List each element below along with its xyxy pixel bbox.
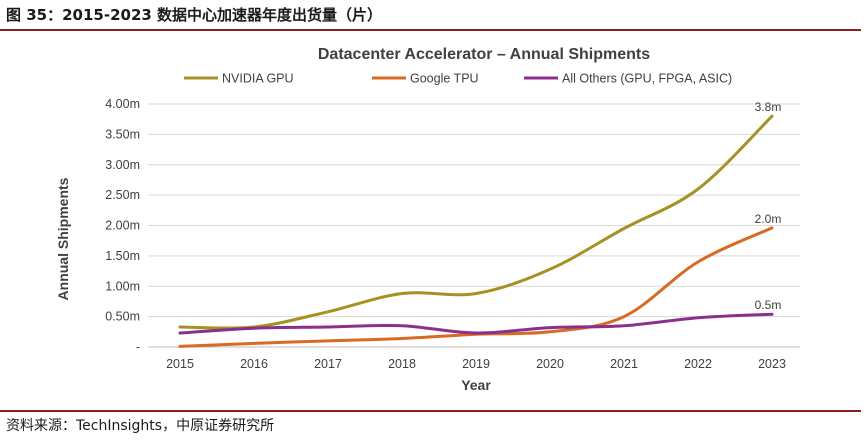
y-tick-label: 3.50m xyxy=(105,127,140,141)
series-line-all-others-gpu-fpga-asic xyxy=(178,312,774,335)
x-tick-label: 2018 xyxy=(388,357,416,371)
x-tick-label: 2016 xyxy=(240,357,268,371)
legend-label-google-tpu: Google TPU xyxy=(410,72,479,86)
x-tick-label: 2021 xyxy=(610,357,638,371)
x-axis-label: Year xyxy=(461,377,491,393)
y-tick-label: 3.00m xyxy=(105,158,140,172)
bottom-rule xyxy=(0,410,861,412)
y-tick-label: 1.50m xyxy=(105,249,140,263)
y-axis-label: Annual Shipments xyxy=(55,177,71,300)
y-tick-label: 2.50m xyxy=(105,188,140,202)
legend-label-all-others-gpu-fpga-asic: All Others (GPU, FPGA, ASIC) xyxy=(562,72,732,86)
end-label-google-tpu: 2.0m xyxy=(755,212,782,226)
y-tick-label: 4.00m xyxy=(105,97,140,111)
x-tick-label: 2017 xyxy=(314,357,342,371)
x-axis-ticks: 2015 2016 2017 2018 2019 2020 2021 2022 2023 xyxy=(166,357,786,371)
y-tick-label: 2.00m xyxy=(105,219,140,233)
legend-label-nvidia-gpu: NVIDIA GPU xyxy=(222,72,294,86)
x-tick-label: 2019 xyxy=(462,357,490,371)
y-tick-label: - xyxy=(136,340,140,354)
end-label-nvidia-gpu: 3.8m xyxy=(755,100,782,114)
legend: NVIDIA GPU Google TPU All Others (GPU, FPG… xyxy=(184,72,732,86)
series-lines xyxy=(178,114,774,348)
figure-title: 图 35：2015-2023 数据中心加速器年度出货量（片） xyxy=(6,6,383,24)
y-grid xyxy=(148,103,800,348)
x-tick-label: 2020 xyxy=(536,357,564,371)
top-rule xyxy=(0,29,861,31)
shipments-line-chart: Datacenter Accelerator – Annual Shipment… xyxy=(55,46,800,393)
end-labels: 3.8m 2.0m 0.5m xyxy=(755,100,782,312)
y-tick-label: 0.50m xyxy=(105,310,140,324)
x-tick-label: 2015 xyxy=(166,357,194,371)
end-label-all-others-gpu-fpga-asic: 0.5m xyxy=(755,298,782,312)
source-note: 资料来源：TechInsights，中原证券研究所 xyxy=(6,418,275,434)
chart-title: Datacenter Accelerator – Annual Shipment… xyxy=(318,46,650,63)
x-tick-label: 2022 xyxy=(684,357,712,371)
y-axis-ticks: - 0.50m 1.00m 1.50m 2.00m 2.50m 3.00m 3.50m 4.00… xyxy=(105,97,140,354)
x-tick-label: 2023 xyxy=(758,357,786,371)
y-tick-label: 1.00m xyxy=(105,279,140,293)
series-line-nvidia-gpu xyxy=(178,114,774,330)
